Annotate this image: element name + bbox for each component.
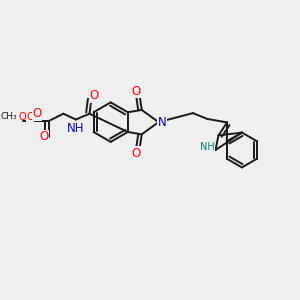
Text: O: O [33,107,42,120]
Text: O: O [89,89,98,102]
Text: N: N [158,116,167,129]
Text: NH: NH [200,142,215,152]
Text: O: O [26,112,34,122]
Text: CH₃: CH₃ [1,112,17,121]
Text: NH: NH [67,122,85,135]
Text: O: O [132,147,141,160]
Text: O: O [132,85,141,98]
Text: O: O [39,130,48,143]
Text: O: O [19,112,26,122]
